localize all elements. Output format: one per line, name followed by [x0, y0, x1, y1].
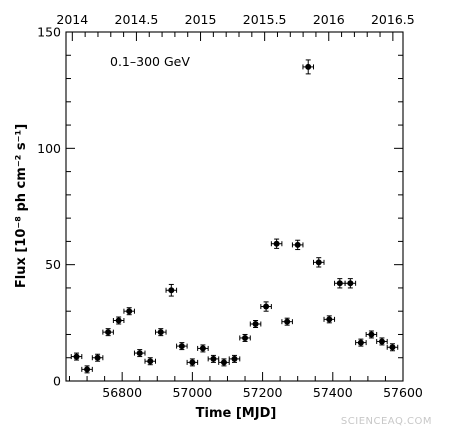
top-axis-year-label: 2016.5 — [371, 12, 415, 27]
data-point — [302, 59, 314, 75]
data-marker — [73, 353, 80, 360]
data-points — [70, 59, 399, 374]
data-marker — [136, 350, 143, 357]
data-point — [334, 278, 346, 289]
data-marker — [336, 280, 343, 287]
data-point — [197, 344, 209, 353]
data-point — [291, 239, 304, 251]
y-tick-label: 50 — [45, 257, 61, 272]
data-point — [355, 338, 367, 347]
x-tick-label: 56800 — [102, 385, 142, 400]
data-point — [260, 301, 272, 312]
data-point — [386, 343, 399, 352]
data-point — [239, 333, 251, 342]
data-point — [144, 357, 157, 366]
top-axis-year-label: 2014 — [56, 12, 88, 27]
data-point — [123, 307, 135, 316]
top-axis-year-label: 2014.5 — [115, 12, 159, 27]
data-point — [218, 358, 230, 367]
data-marker — [368, 331, 375, 338]
data-marker — [157, 329, 164, 336]
plot-frame — [65, 31, 404, 382]
data-marker — [199, 345, 206, 352]
top-axis-year-label: 2015.5 — [243, 12, 287, 27]
data-marker — [389, 344, 396, 351]
data-point — [228, 354, 241, 363]
data-point — [165, 283, 178, 297]
data-point — [186, 358, 199, 367]
data-marker — [347, 280, 354, 287]
y-axis-label: Flux [10⁻⁸ ph cm⁻² s⁻¹] — [14, 124, 29, 288]
y-tick-label: 0 — [53, 374, 61, 389]
data-marker — [231, 355, 238, 362]
x-axis-label: Time [MJD] — [196, 406, 277, 421]
data-marker — [326, 316, 333, 323]
data-marker — [263, 303, 270, 310]
data-point — [270, 238, 283, 249]
x-tick-label: 57200 — [243, 385, 283, 400]
data-point — [70, 352, 83, 361]
data-marker — [178, 343, 185, 350]
data-marker — [284, 318, 291, 325]
data-point — [155, 328, 167, 337]
data-marker — [147, 358, 154, 365]
y-tick-label: 150 — [37, 25, 61, 40]
data-point — [376, 337, 388, 346]
data-point — [81, 365, 93, 374]
data-marker — [252, 320, 259, 327]
data-marker — [126, 308, 133, 315]
x-tick-label: 57000 — [172, 385, 212, 400]
data-marker — [210, 355, 217, 362]
x-tick-label: 57600 — [383, 385, 423, 400]
watermark: SCIENCEAQ.COM — [341, 416, 432, 427]
data-marker — [242, 334, 249, 341]
data-point — [365, 330, 378, 339]
data-point — [91, 353, 104, 362]
axis-ticks — [66, 31, 404, 382]
data-marker — [378, 338, 385, 345]
data-marker — [315, 259, 322, 266]
data-marker — [94, 354, 101, 361]
data-marker — [105, 329, 112, 336]
data-point — [112, 316, 125, 325]
data-point — [176, 342, 188, 351]
data-marker — [357, 339, 364, 346]
data-point — [312, 257, 325, 268]
x-tick-label: 57400 — [313, 385, 353, 400]
data-point — [323, 315, 336, 324]
data-point — [102, 328, 114, 337]
data-marker — [189, 359, 196, 366]
data-point — [281, 317, 293, 326]
top-axis-year-label: 2015 — [185, 12, 217, 27]
data-marker — [168, 287, 175, 294]
data-marker — [305, 63, 312, 70]
data-point — [207, 354, 220, 363]
data-point — [344, 278, 357, 289]
data-marker — [115, 317, 122, 324]
top-axis-year-label: 2016 — [313, 12, 345, 27]
data-marker — [220, 359, 227, 366]
energy-range-annotation: 0.1–300 GeV — [110, 54, 190, 69]
data-point — [249, 320, 262, 328]
data-marker — [84, 366, 91, 373]
y-tick-label: 100 — [37, 141, 61, 156]
data-point — [133, 349, 146, 358]
data-marker — [273, 240, 280, 247]
data-marker — [294, 241, 301, 248]
